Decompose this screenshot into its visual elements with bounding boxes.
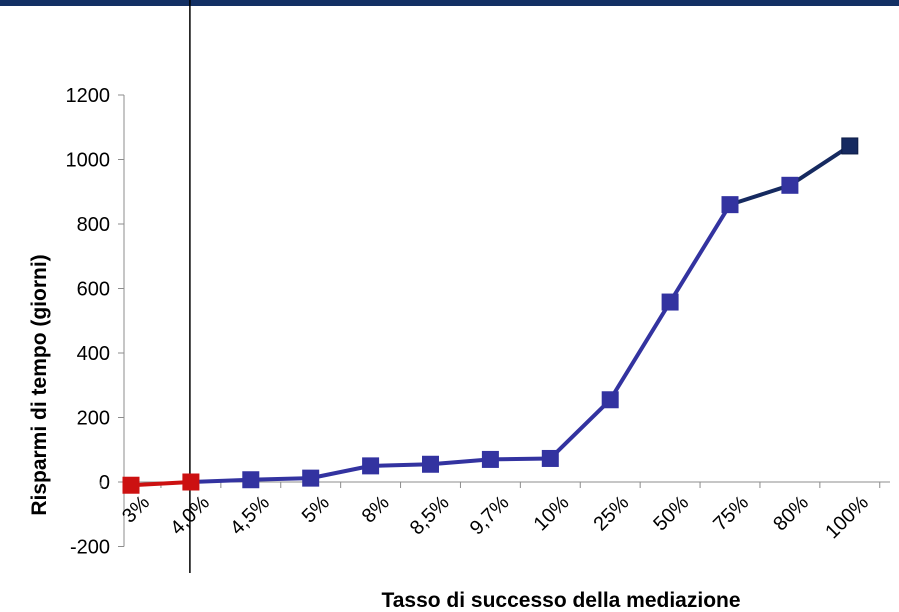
data-point <box>601 391 619 409</box>
series-segment <box>608 300 673 402</box>
series-segment <box>129 480 193 488</box>
x-tick-label: 8,5% <box>406 491 454 539</box>
series-segment <box>428 457 493 467</box>
series-segment <box>728 183 792 207</box>
data-point <box>422 455 439 473</box>
data-point <box>841 137 859 155</box>
x-tick-label: 5% <box>298 491 334 527</box>
data-point <box>242 471 260 489</box>
y-axis-title: Risparmi di tempo (giorni) <box>28 254 51 515</box>
x-tick-label: 75% <box>709 491 753 535</box>
series-segment <box>248 476 313 482</box>
x-tick-label: 10% <box>530 491 574 535</box>
top-color-band <box>0 0 899 6</box>
x-tick-label: 50% <box>649 491 693 535</box>
y-tick-label: 1200 <box>66 85 111 107</box>
y-tick-label: 400 <box>77 343 110 365</box>
x-tick-label: 100% <box>821 491 873 543</box>
data-point <box>781 176 799 194</box>
series-segment <box>668 202 732 305</box>
y-tick-label: 200 <box>77 408 110 430</box>
x-tick-label: 4,5% <box>226 491 274 539</box>
series-segment <box>488 456 553 462</box>
x-tick-label: 25% <box>589 491 633 535</box>
data-point <box>661 293 679 311</box>
series-points <box>122 137 859 494</box>
y-tick-label: -200 <box>70 537 110 559</box>
y-tick-label: 0 <box>99 472 110 494</box>
x-axis-ticks: 3% 4,0% 4,5% 5% 8% 8,5% 9,7% 10% 25% 50% 75% 80% 100… <box>100 482 881 543</box>
series-lines <box>129 143 852 488</box>
data-point <box>182 473 200 491</box>
data-point <box>302 469 320 487</box>
data-point <box>122 476 140 494</box>
y-tick-label: 600 <box>77 279 110 301</box>
series-segment <box>368 462 433 468</box>
data-point <box>481 450 499 468</box>
y-axis-ticks: -200 0 200 400 600 800 1000 1200 <box>66 85 124 559</box>
data-point <box>541 449 559 467</box>
series-segment <box>188 477 253 484</box>
data-point <box>362 457 380 475</box>
x-tick-label: 8% <box>358 491 394 527</box>
data-point <box>721 196 739 214</box>
series-segment <box>548 397 613 461</box>
y-tick-label: 1000 <box>66 150 111 172</box>
y-tick-label: 800 <box>77 214 110 236</box>
x-tick-label: 9,7% <box>466 491 514 539</box>
x-tick-label: 80% <box>769 491 813 535</box>
series-segment <box>308 463 373 481</box>
x-axis-title: Tasso di successo della mediazione <box>381 589 740 612</box>
series-segment <box>787 143 852 188</box>
